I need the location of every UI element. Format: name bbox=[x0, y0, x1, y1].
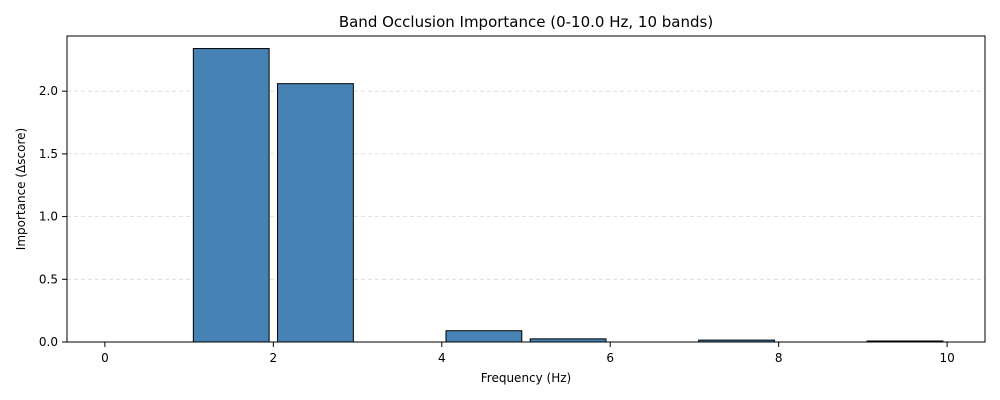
y-tick-label-0: 0.0 bbox=[39, 335, 58, 349]
bars bbox=[192, 48, 944, 343]
bar-band-4 bbox=[445, 330, 523, 343]
x-axis-ticks: 0 2 4 6 8 10 bbox=[101, 342, 955, 365]
y-tick-label-3: 1.5 bbox=[39, 147, 58, 161]
bar-band-2 bbox=[277, 83, 354, 343]
x-tick-label-2: 4 bbox=[438, 351, 446, 365]
y-tick-label-1: 0.5 bbox=[39, 272, 58, 286]
x-axis-label: Frequency (Hz) bbox=[481, 371, 572, 385]
x-tick-label-0: 0 bbox=[101, 351, 109, 365]
x-tick-label-4: 8 bbox=[775, 351, 783, 365]
y-axis-ticks: 0.0 0.5 1.0 1.5 2.0 bbox=[39, 84, 67, 349]
y-tick-label-4: 2.0 bbox=[39, 84, 58, 98]
chart-title: Band Occlusion Importance (0-10.0 Hz, 10… bbox=[339, 13, 713, 31]
bar-band-1 bbox=[192, 48, 270, 343]
x-tick-label-5: 10 bbox=[939, 351, 954, 365]
y-axis-label: Importance (Δscore) bbox=[14, 128, 28, 250]
plot-frame bbox=[66, 35, 986, 343]
gridlines bbox=[67, 90, 985, 280]
x-tick-label-3: 6 bbox=[606, 351, 614, 365]
x-tick-label-1: 2 bbox=[270, 351, 278, 365]
y-tick-label-2: 1.0 bbox=[39, 210, 58, 224]
